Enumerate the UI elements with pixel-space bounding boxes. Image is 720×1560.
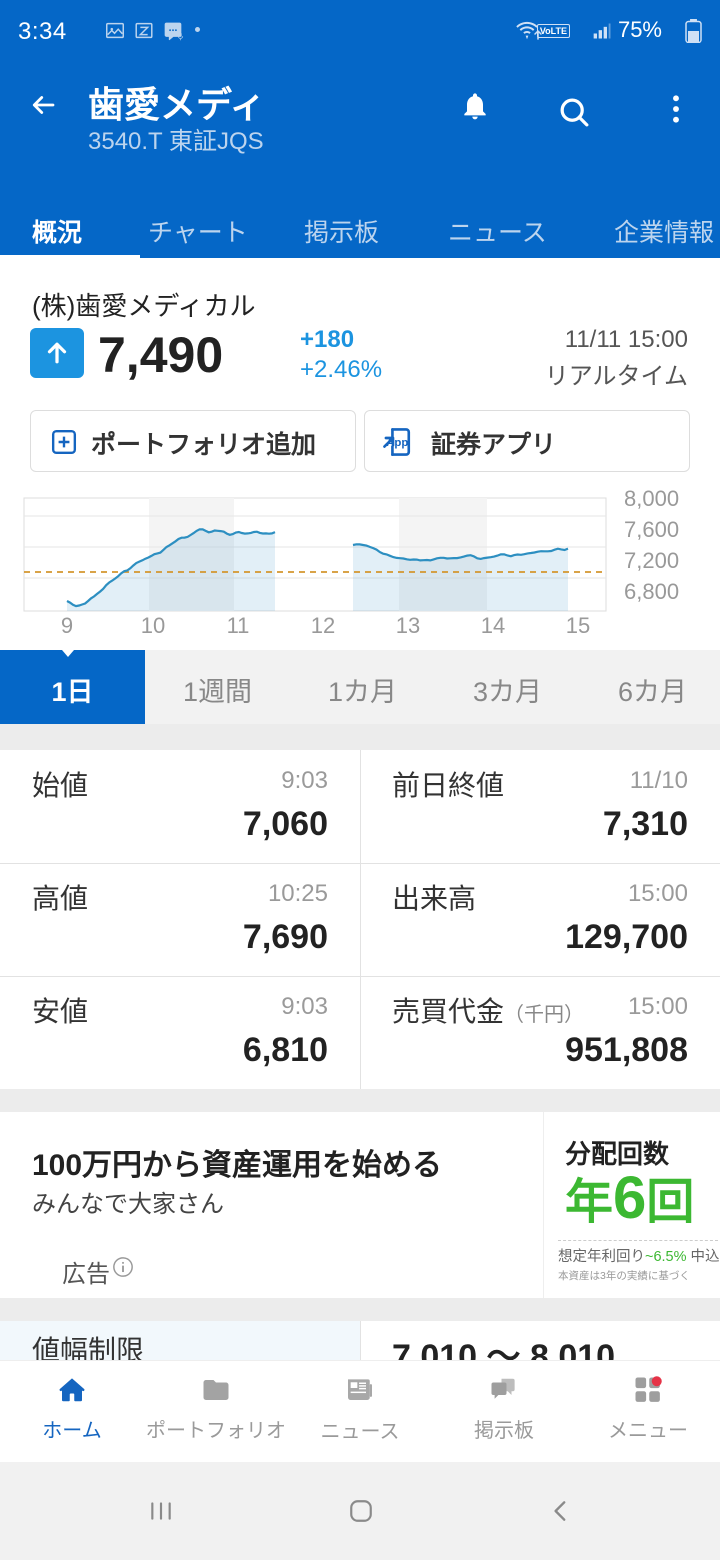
svg-text:12: 12 — [311, 613, 335, 638]
svg-text:11: 11 — [227, 613, 250, 638]
svg-text:15: 15 — [566, 613, 590, 638]
svg-text:13: 13 — [396, 613, 420, 638]
svg-text:6,800: 6,800 — [624, 579, 679, 604]
svg-text:14: 14 — [481, 613, 505, 638]
svg-text:7,600: 7,600 — [624, 517, 679, 542]
svg-text:7,200: 7,200 — [624, 548, 679, 573]
svg-text:8,000: 8,000 — [624, 486, 679, 511]
svg-text:9: 9 — [61, 613, 73, 638]
svg-text:10: 10 — [141, 613, 165, 638]
